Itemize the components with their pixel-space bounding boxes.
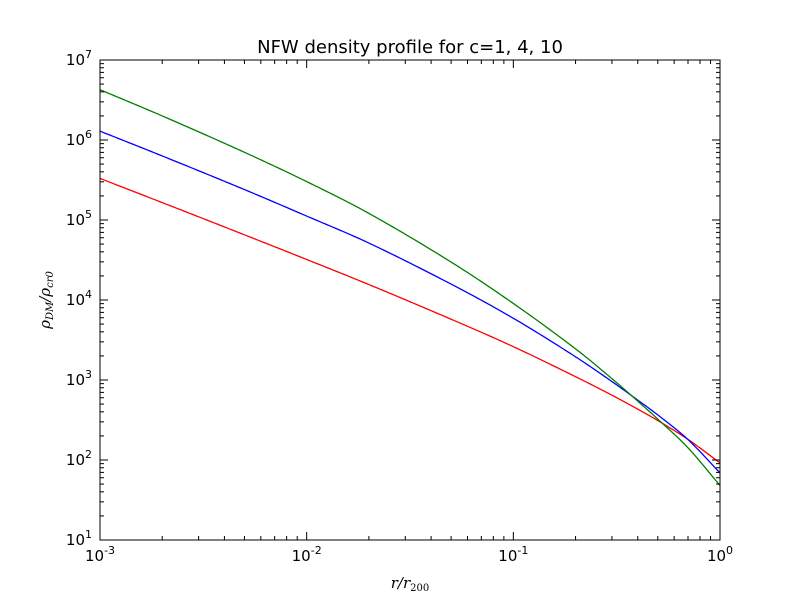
y-tick-label: 102 <box>66 448 92 469</box>
y-axis-label-sub2: cr0 <box>45 271 56 288</box>
series-line-2 <box>99 130 721 474</box>
x-tick-label: 10-3 <box>85 544 115 565</box>
series-layer <box>99 89 721 486</box>
series-line-3 <box>99 89 721 486</box>
tick-labels-layer: 10-3 10-2 10-1 100 101 102 103 104 105 106 107 <box>66 48 733 565</box>
y-tick-label: 107 <box>66 48 92 69</box>
y-tick-label: 104 <box>66 288 92 309</box>
y-tick-label: 103 <box>66 368 92 389</box>
y-axis-label-mid: /ρ <box>36 288 54 304</box>
y-axis-label-sub1: DM <box>45 301 56 321</box>
x-axis-label-base: r/r <box>391 574 411 592</box>
x-axis-label: r/r200 <box>391 574 430 594</box>
series-line-1 <box>99 177 721 464</box>
chart-title: NFW density profile for c=1, 4, 10 <box>257 37 563 58</box>
y-tick-label: 106 <box>66 128 92 149</box>
x-axis-label-sub: 200 <box>410 583 429 594</box>
ticks-layer <box>99 59 721 541</box>
x-tick-label: 10-2 <box>292 544 322 565</box>
y-tick-label: 101 <box>66 528 92 549</box>
y-axis-label-base: ρ <box>36 320 54 330</box>
y-axis-label: ρDM/ρcr0 <box>36 271 56 330</box>
y-tick-label: 105 <box>66 208 92 229</box>
x-tick-label: 10-1 <box>498 544 528 565</box>
x-tick-label: 100 <box>707 544 733 565</box>
